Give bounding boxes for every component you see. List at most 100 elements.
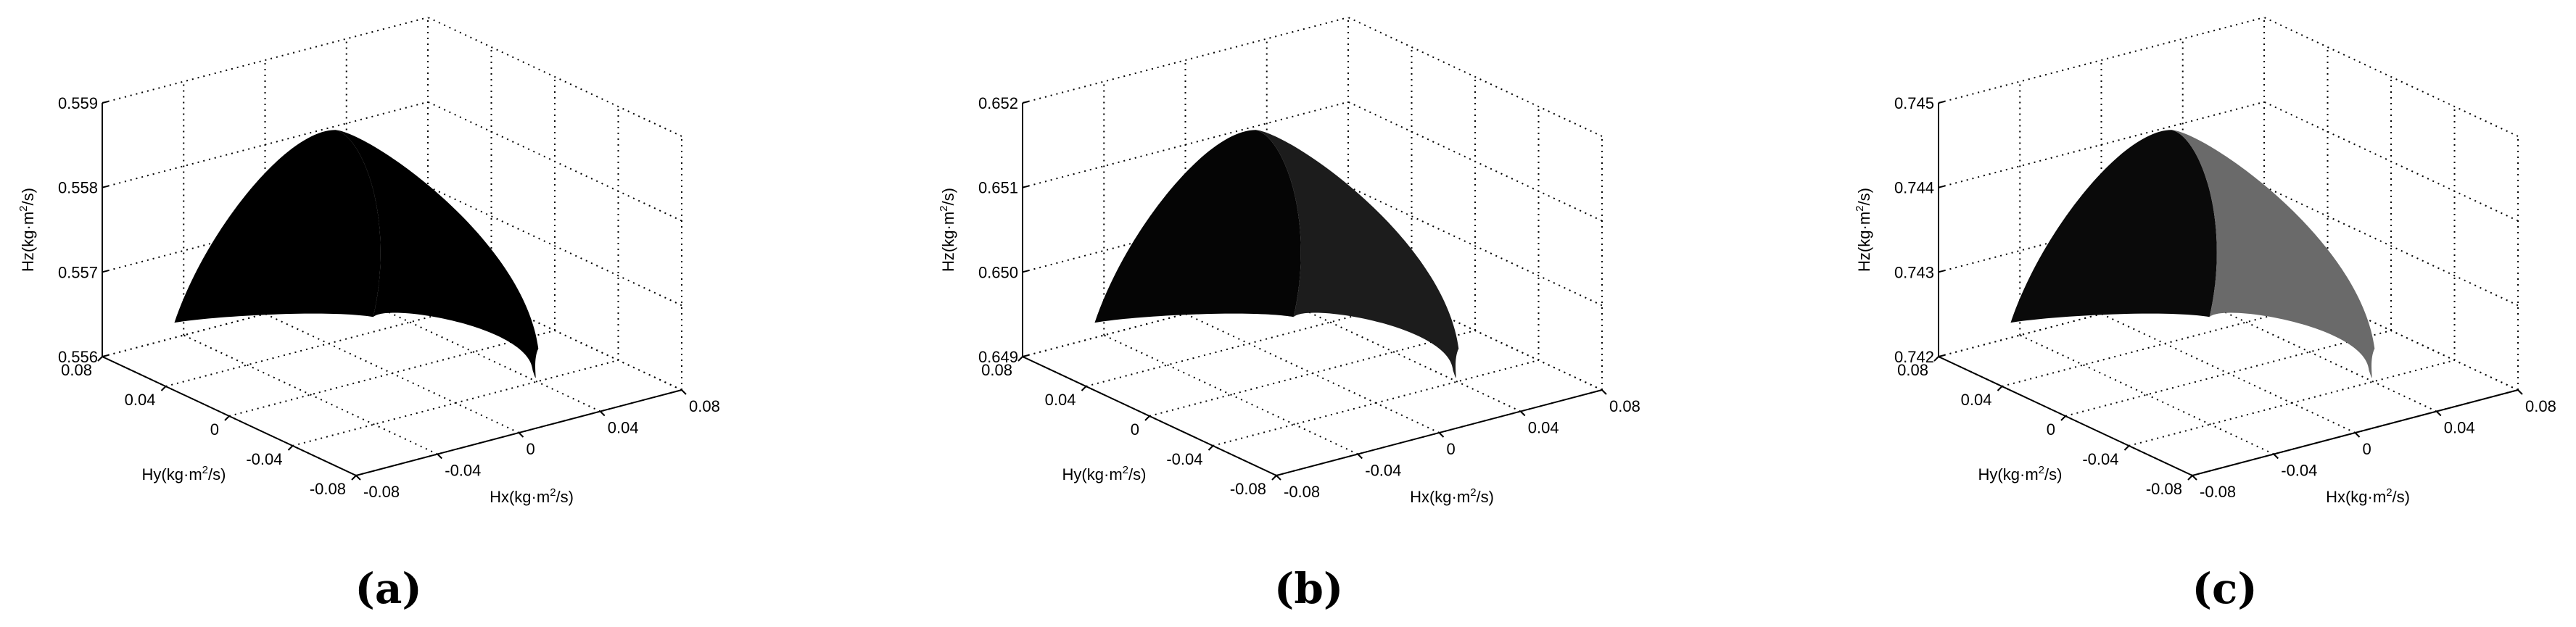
surface-right-face bbox=[1255, 130, 1459, 378]
floor-grid-line bbox=[165, 300, 492, 387]
surface-left-face bbox=[174, 130, 381, 323]
z-tick-mark bbox=[102, 354, 109, 357]
y-tick-label: 0.08 bbox=[1897, 361, 1928, 379]
x-tick-label: 0.04 bbox=[2444, 419, 2475, 437]
z-tick-mark bbox=[102, 185, 109, 188]
floor-grid-line bbox=[2019, 334, 2274, 455]
z-tick-label: 0.744 bbox=[1894, 179, 1934, 197]
x-tick-mark bbox=[518, 432, 524, 438]
x-tick-mark bbox=[2354, 432, 2361, 438]
z-tick-label: 0.742 bbox=[1894, 348, 1934, 366]
x-tick-mark bbox=[2517, 389, 2523, 395]
wall-grid-line bbox=[2263, 17, 2519, 137]
floor-grid-line bbox=[1086, 300, 1412, 387]
x-axis-label: Hx(kg·m2/s) bbox=[490, 486, 574, 506]
x-tick-mark bbox=[1601, 389, 1607, 395]
x-axis-label: Hx(kg·m2/s) bbox=[2326, 486, 2410, 506]
panel-a: 0.556 0.557 0.558 0.559 -0.08 -0.04 0 0.04 0.08 -… bbox=[17, 17, 720, 613]
z-axis-label: Hz(kg·m2/s) bbox=[1854, 188, 1873, 272]
z-tick-mark bbox=[1022, 270, 1029, 273]
y-tick-mark bbox=[1208, 445, 1214, 451]
x-tick-mark bbox=[2192, 475, 2197, 481]
x-tick-mark bbox=[1357, 453, 1363, 460]
y-tick-label: -0.08 bbox=[1230, 480, 1266, 498]
x-tick-label: 0 bbox=[527, 440, 535, 458]
y-tick-label: 0.04 bbox=[1045, 391, 1076, 409]
y-tick-label: -0.04 bbox=[2082, 450, 2118, 468]
y-tick-label: -0.04 bbox=[246, 450, 282, 468]
z-tick-mark bbox=[1022, 101, 1029, 104]
surface-left-face bbox=[1094, 130, 1301, 323]
x-tick-label: -0.04 bbox=[1365, 462, 1401, 480]
wall-grid-line bbox=[1022, 17, 1349, 104]
z-tick-label: 0.557 bbox=[58, 263, 98, 281]
x-tick-label: 0.08 bbox=[2525, 397, 2556, 415]
z-tick-label: 0.652 bbox=[978, 94, 1018, 112]
x-tick-label: -0.04 bbox=[445, 462, 481, 480]
wall-grid-line bbox=[1347, 270, 1603, 391]
y-tick-mark bbox=[287, 445, 294, 451]
y-axis-label: Hy(kg·m2/s) bbox=[142, 464, 226, 483]
z-tick-label: 0.745 bbox=[1894, 94, 1934, 112]
y-tick-label: 0 bbox=[2047, 420, 2055, 439]
y-tick-label: 0 bbox=[1131, 420, 1139, 439]
x-tick-label: -0.08 bbox=[1284, 483, 1320, 501]
z-tick-mark bbox=[1938, 101, 1945, 104]
z-tick-mark bbox=[102, 101, 109, 104]
x-tick-label: 0.04 bbox=[1528, 419, 1559, 437]
y-tick-mark bbox=[97, 356, 103, 362]
y-tick-mark bbox=[1997, 386, 2003, 391]
wall-grid-line bbox=[1347, 101, 1603, 222]
y-tick-mark bbox=[1017, 356, 1023, 362]
z-tick-label: 0.558 bbox=[58, 179, 98, 197]
wall-grid-line bbox=[1938, 101, 2265, 188]
x-tick-label: 0 bbox=[1447, 440, 1456, 458]
y-axis-label: Hy(kg·m2/s) bbox=[1062, 464, 1147, 483]
x-tick-label: 0.08 bbox=[1609, 397, 1640, 415]
floor-grid-line bbox=[228, 330, 556, 417]
z-tick-label: 0.650 bbox=[978, 263, 1018, 281]
x-tick-label: -0.04 bbox=[2281, 462, 2317, 480]
y-tick-mark bbox=[351, 475, 357, 481]
y-tick-mark bbox=[1271, 475, 1277, 481]
panel-caption: (b) bbox=[1274, 564, 1343, 613]
floor-grid-line bbox=[1149, 330, 1476, 417]
z-tick-mark bbox=[1938, 185, 1945, 188]
z-tick-mark bbox=[1938, 270, 1945, 273]
y-tick-label: 0 bbox=[210, 420, 219, 439]
wall-grid-line bbox=[427, 17, 682, 137]
x-tick-label: 0.04 bbox=[608, 419, 639, 437]
y-tick-mark bbox=[160, 386, 167, 391]
wall-grid-line bbox=[2263, 101, 2519, 222]
floor-grid-line bbox=[1103, 334, 1358, 455]
wall-grid-line bbox=[102, 17, 429, 104]
y-tick-mark bbox=[1081, 386, 1087, 391]
wall-grid-line bbox=[1347, 186, 1603, 307]
z-tick-label: 0.651 bbox=[978, 179, 1018, 197]
x-axis-label: Hx(kg·m2/s) bbox=[1410, 486, 1494, 506]
z-tick-mark bbox=[1938, 354, 1945, 357]
y-tick-mark bbox=[2187, 475, 2193, 481]
y-tick-label: 0.04 bbox=[125, 391, 156, 409]
x-tick-mark bbox=[1276, 475, 1281, 481]
surface-right-face bbox=[2171, 130, 2375, 378]
x-tick-mark bbox=[2273, 453, 2279, 460]
x-tick-mark bbox=[2436, 410, 2442, 417]
wall-grid-line bbox=[102, 101, 429, 188]
y-tick-label: -0.04 bbox=[1166, 450, 1202, 468]
wall-grid-line bbox=[1022, 101, 1349, 188]
y-tick-mark bbox=[2060, 415, 2066, 421]
y-axis-label: Hy(kg·m2/s) bbox=[1978, 464, 2063, 483]
y-tick-label: -0.08 bbox=[310, 480, 346, 498]
wall-grid-line bbox=[1938, 17, 2265, 104]
wall-grid-line bbox=[427, 186, 682, 307]
y-tick-label: 0.04 bbox=[1961, 391, 1992, 409]
z-tick-label: 0.743 bbox=[1894, 263, 1934, 281]
floor-grid-line bbox=[1266, 291, 1522, 412]
surface bbox=[2010, 130, 2375, 378]
y-tick-mark bbox=[224, 415, 230, 421]
x-tick-label: 0.08 bbox=[689, 397, 720, 415]
y-tick-label: 0.08 bbox=[61, 361, 92, 379]
y-tick-label: -0.08 bbox=[2146, 480, 2182, 498]
x-tick-label: -0.08 bbox=[363, 483, 400, 501]
